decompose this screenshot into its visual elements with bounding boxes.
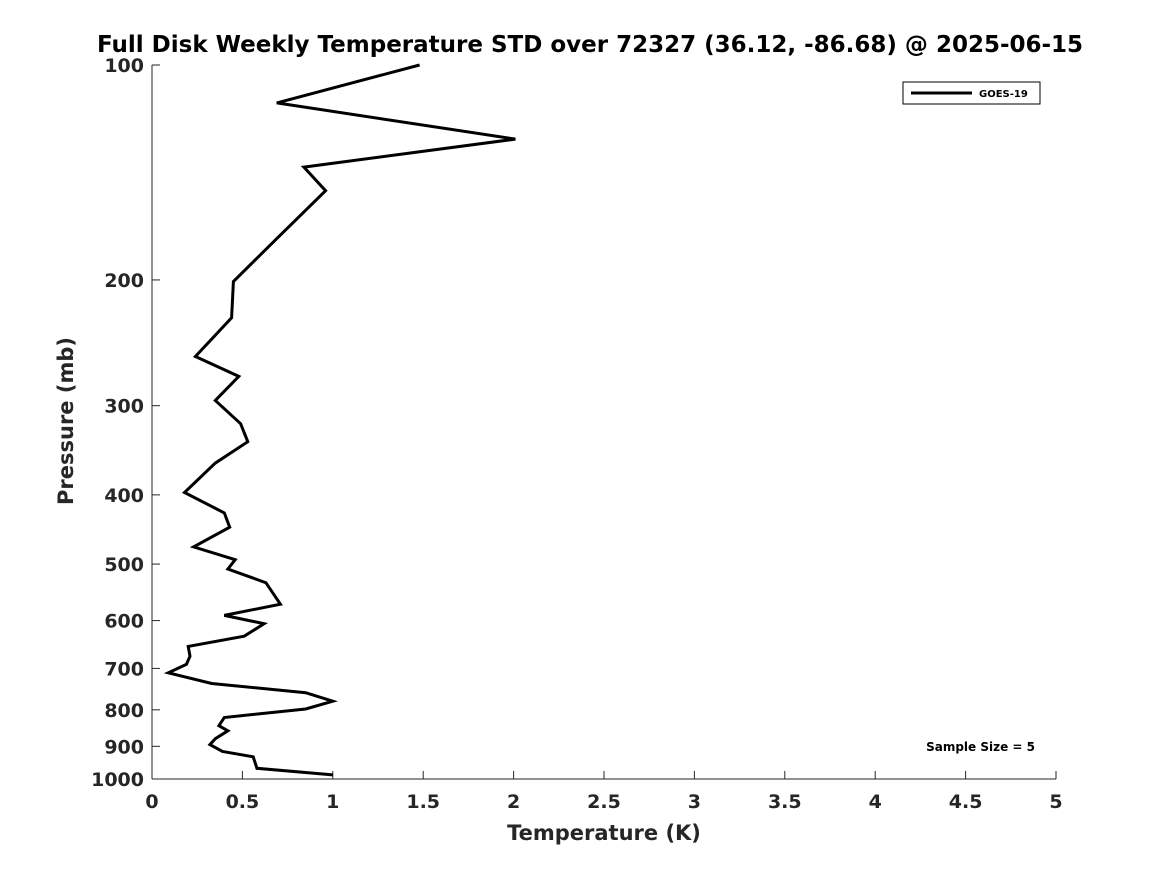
y-tick-label: 100 — [104, 55, 144, 77]
y-axis-label: Pressure (mb) — [54, 337, 78, 505]
x-tick-label: 1.5 — [406, 791, 440, 813]
x-tick-label: 4.5 — [949, 791, 983, 813]
x-tick-label: 5 — [1049, 791, 1062, 813]
x-tick-label: 4 — [869, 791, 882, 813]
x-tick-label: 0.5 — [226, 791, 260, 813]
x-tick-label: 2 — [507, 791, 520, 813]
y-tick-label: 700 — [104, 658, 144, 680]
y-tick-label: 400 — [104, 485, 144, 507]
x-axis-ticks: 0 0.5 1 1.5 2 2.5 3 3.5 4 4.5 5 — [145, 771, 1063, 813]
series-layer — [163, 63, 516, 777]
x-tick-label: 0 — [145, 791, 158, 813]
x-tick-label: 2.5 — [587, 791, 621, 813]
y-tick-label: 1000 — [91, 769, 144, 791]
x-axis-label: Temperature (K) — [507, 821, 701, 845]
y-tick-label: 300 — [104, 396, 144, 418]
legend-label-goes-19: GOES-19 — [979, 89, 1028, 100]
plot-axes — [151, 65, 1056, 780]
sample-size-annotation: Sample Size = 5 — [926, 740, 1035, 754]
y-tick-label: 800 — [104, 700, 144, 722]
x-tick-label: 1 — [326, 791, 339, 813]
y-tick-label: 600 — [104, 611, 144, 633]
legend: GOES-19 — [902, 81, 1041, 105]
x-tick-label: 3.5 — [768, 791, 802, 813]
y-tick-label: 200 — [104, 270, 144, 292]
series-line-goes-19 — [163, 63, 516, 777]
x-tick-label: 3 — [688, 791, 701, 813]
y-tick-label: 500 — [104, 554, 144, 576]
y-axis-ticks: 100 200 300 400 500 600 700 800 900 1000 — [91, 55, 160, 791]
chart-title: Full Disk Weekly Temperature STD over 72… — [97, 32, 1083, 58]
y-tick-label: 900 — [104, 736, 144, 758]
